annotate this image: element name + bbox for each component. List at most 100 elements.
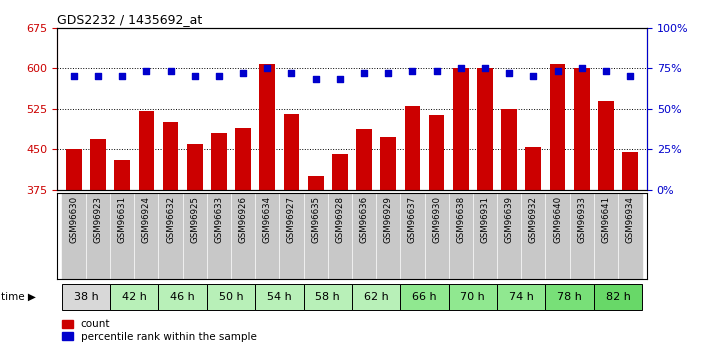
- Bar: [574, 68, 589, 190]
- Text: 78 h: 78 h: [557, 292, 582, 302]
- Bar: [453, 68, 469, 190]
- Text: 62 h: 62 h: [364, 292, 388, 302]
- Text: 74 h: 74 h: [509, 292, 534, 302]
- FancyBboxPatch shape: [400, 284, 449, 310]
- Text: GSM96630: GSM96630: [69, 196, 78, 243]
- Text: GSM96934: GSM96934: [626, 196, 635, 243]
- Text: GSM96928: GSM96928: [336, 196, 344, 243]
- Bar: [231, 193, 255, 279]
- Text: GSM96639: GSM96639: [505, 196, 513, 243]
- Text: 42 h: 42 h: [122, 292, 146, 302]
- Bar: [598, 100, 614, 190]
- Bar: [187, 144, 203, 190]
- Bar: [622, 152, 638, 190]
- Point: [600, 69, 611, 74]
- FancyBboxPatch shape: [497, 284, 545, 310]
- FancyBboxPatch shape: [207, 284, 255, 310]
- Bar: [594, 193, 618, 279]
- Point: [431, 69, 442, 74]
- Text: time ▶: time ▶: [1, 292, 36, 302]
- Text: GSM96931: GSM96931: [481, 196, 489, 243]
- Point: [310, 77, 321, 82]
- Point: [383, 70, 394, 76]
- Bar: [618, 193, 642, 279]
- Text: GSM96638: GSM96638: [456, 196, 465, 243]
- Text: GSM96640: GSM96640: [553, 196, 562, 243]
- Bar: [134, 193, 159, 279]
- Bar: [449, 193, 473, 279]
- Bar: [66, 149, 82, 190]
- FancyBboxPatch shape: [352, 284, 400, 310]
- Text: GSM96923: GSM96923: [93, 196, 102, 243]
- Point: [624, 73, 636, 79]
- Bar: [525, 147, 541, 190]
- Bar: [163, 122, 178, 190]
- FancyBboxPatch shape: [304, 284, 352, 310]
- Point: [189, 73, 201, 79]
- Bar: [235, 128, 251, 190]
- Bar: [550, 65, 565, 190]
- Bar: [279, 193, 304, 279]
- Bar: [545, 193, 570, 279]
- Bar: [260, 65, 275, 190]
- Point: [334, 77, 346, 82]
- Bar: [110, 193, 134, 279]
- Bar: [400, 193, 424, 279]
- FancyBboxPatch shape: [594, 284, 642, 310]
- Text: 46 h: 46 h: [170, 292, 195, 302]
- Text: GSM96932: GSM96932: [529, 196, 538, 243]
- Text: 82 h: 82 h: [606, 292, 631, 302]
- Text: 70 h: 70 h: [461, 292, 485, 302]
- Text: GSM96925: GSM96925: [191, 196, 199, 243]
- Text: 66 h: 66 h: [412, 292, 437, 302]
- Point: [479, 66, 491, 71]
- FancyBboxPatch shape: [255, 284, 304, 310]
- Bar: [304, 193, 328, 279]
- Bar: [308, 176, 324, 190]
- Bar: [477, 68, 493, 190]
- Bar: [570, 193, 594, 279]
- Text: GSM96632: GSM96632: [166, 196, 175, 243]
- Text: GSM96641: GSM96641: [602, 196, 611, 243]
- Text: GSM96926: GSM96926: [239, 196, 247, 243]
- Bar: [332, 154, 348, 190]
- Point: [68, 73, 80, 79]
- Point: [455, 66, 466, 71]
- Bar: [501, 109, 517, 190]
- Point: [237, 70, 249, 76]
- Text: 58 h: 58 h: [316, 292, 340, 302]
- Bar: [429, 115, 444, 190]
- Point: [92, 73, 104, 79]
- Bar: [159, 193, 183, 279]
- Bar: [473, 193, 497, 279]
- Text: 50 h: 50 h: [219, 292, 243, 302]
- Text: GSM96929: GSM96929: [384, 196, 392, 243]
- FancyBboxPatch shape: [545, 284, 594, 310]
- Bar: [424, 193, 449, 279]
- Bar: [114, 160, 130, 190]
- FancyBboxPatch shape: [110, 284, 159, 310]
- Bar: [183, 193, 207, 279]
- Text: GDS2232 / 1435692_at: GDS2232 / 1435692_at: [57, 13, 202, 27]
- Bar: [284, 114, 299, 190]
- Point: [213, 73, 225, 79]
- Bar: [376, 193, 400, 279]
- Bar: [86, 193, 110, 279]
- Bar: [139, 111, 154, 190]
- Bar: [405, 106, 420, 190]
- Point: [358, 70, 370, 76]
- Text: GSM96933: GSM96933: [577, 196, 586, 243]
- FancyBboxPatch shape: [62, 284, 110, 310]
- FancyBboxPatch shape: [159, 284, 207, 310]
- Point: [407, 69, 418, 74]
- Text: 54 h: 54 h: [267, 292, 292, 302]
- Point: [117, 73, 128, 79]
- Point: [552, 69, 563, 74]
- Point: [141, 69, 152, 74]
- Bar: [207, 193, 231, 279]
- Point: [262, 66, 273, 71]
- Bar: [211, 133, 227, 190]
- Text: 38 h: 38 h: [73, 292, 98, 302]
- Text: GSM96930: GSM96930: [432, 196, 441, 243]
- Bar: [380, 137, 396, 190]
